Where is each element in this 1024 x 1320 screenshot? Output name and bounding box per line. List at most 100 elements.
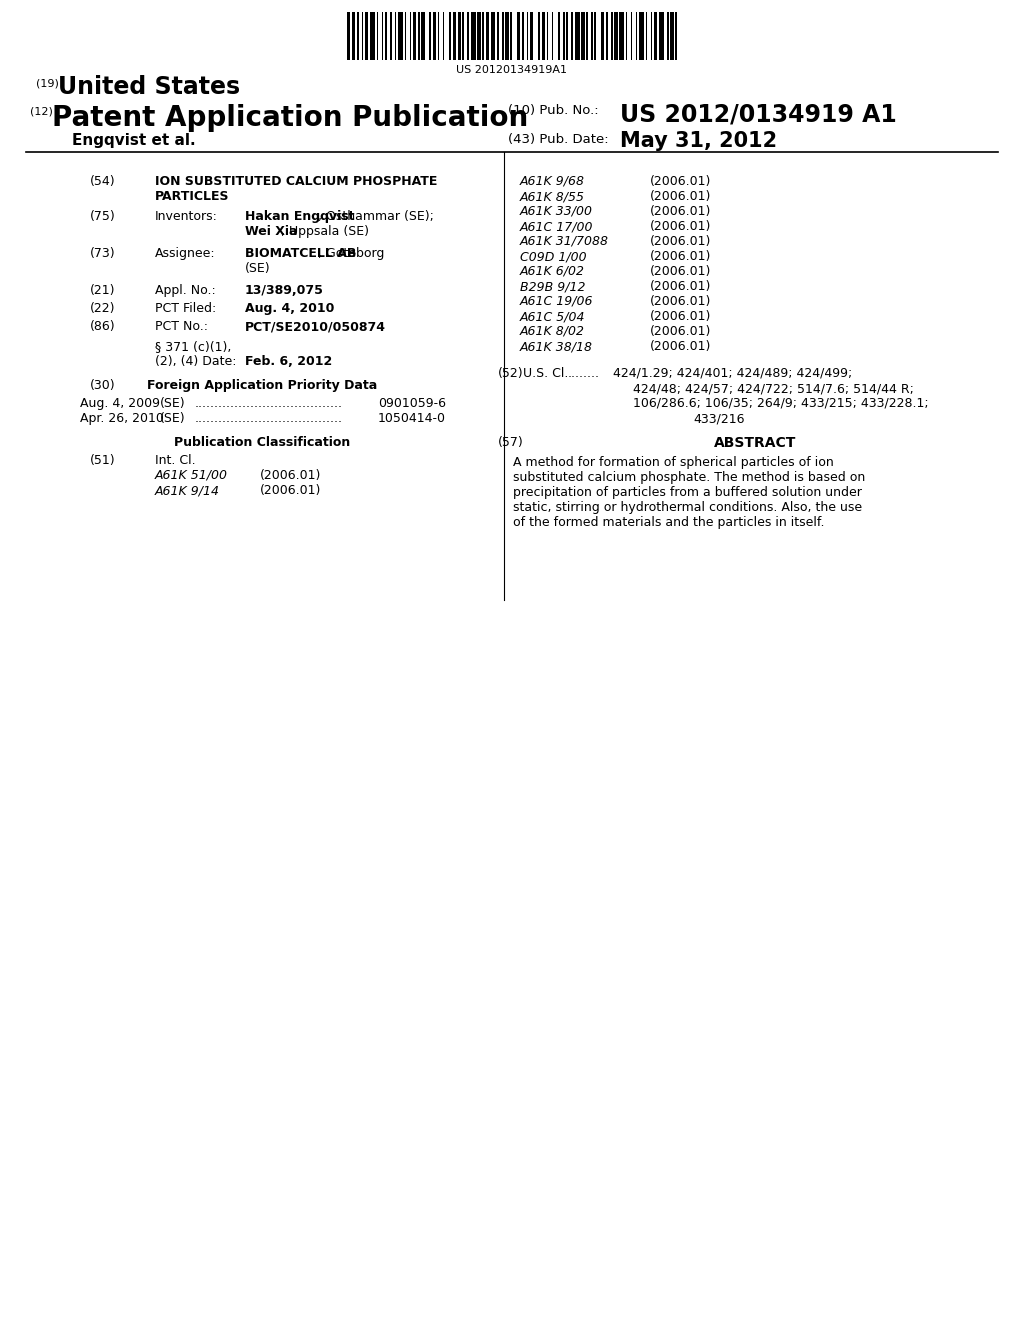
Text: (2), (4) Date:: (2), (4) Date: <box>155 355 237 368</box>
Text: US 2012/0134919 A1: US 2012/0134919 A1 <box>620 102 897 125</box>
Bar <box>437 12 439 59</box>
Bar <box>591 12 593 59</box>
Text: Assignee:: Assignee: <box>155 247 216 260</box>
Bar <box>429 12 431 59</box>
Text: , Goteborg: , Goteborg <box>317 247 384 260</box>
Bar <box>471 12 476 59</box>
Bar <box>442 12 444 59</box>
Bar <box>390 12 391 59</box>
Bar <box>352 12 355 59</box>
Text: ABSTRACT: ABSTRACT <box>714 436 797 450</box>
Text: U.S. Cl.: U.S. Cl. <box>523 367 568 380</box>
Bar <box>382 12 383 59</box>
Text: (57): (57) <box>498 436 523 449</box>
Bar <box>517 12 520 59</box>
Bar <box>658 12 664 59</box>
Text: (2006.01): (2006.01) <box>260 484 322 498</box>
Text: (51): (51) <box>90 454 116 467</box>
Text: (2006.01): (2006.01) <box>650 235 712 248</box>
Text: A61K 31/7088: A61K 31/7088 <box>520 235 609 248</box>
Text: (30): (30) <box>90 379 116 392</box>
Text: substituted calcium phosphate. The method is based on: substituted calcium phosphate. The metho… <box>513 471 865 484</box>
Text: 106/286.6; 106/35; 264/9; 433/215; 433/228.1;: 106/286.6; 106/35; 264/9; 433/215; 433/2… <box>633 397 929 411</box>
Text: (22): (22) <box>90 302 116 315</box>
Text: PCT No.:: PCT No.: <box>155 319 208 333</box>
Text: (21): (21) <box>90 284 116 297</box>
Bar <box>450 12 451 59</box>
Text: .....................................: ..................................... <box>195 412 343 425</box>
Bar <box>510 12 512 59</box>
Text: BIOMATCELL AB: BIOMATCELL AB <box>245 247 356 260</box>
Text: (SE): (SE) <box>245 261 270 275</box>
Text: (86): (86) <box>90 319 116 333</box>
Text: (2006.01): (2006.01) <box>650 310 712 323</box>
Bar <box>485 12 488 59</box>
Text: Patent Application Publication: Patent Application Publication <box>52 104 528 132</box>
Bar <box>433 12 436 59</box>
Bar <box>377 12 378 59</box>
Text: Inventors:: Inventors: <box>155 210 218 223</box>
Text: A61K 6/02: A61K 6/02 <box>520 265 585 279</box>
Bar <box>574 12 580 59</box>
Bar <box>571 12 573 59</box>
Text: (2006.01): (2006.01) <box>650 190 712 203</box>
Bar <box>566 12 568 59</box>
Text: .....................................: ..................................... <box>195 397 343 411</box>
Bar <box>477 12 480 59</box>
Bar <box>558 12 560 59</box>
Bar <box>347 12 350 59</box>
Text: Aug. 4, 2009: Aug. 4, 2009 <box>80 397 160 411</box>
Text: (43) Pub. Date:: (43) Pub. Date: <box>508 133 608 147</box>
Bar <box>542 12 545 59</box>
Text: Aug. 4, 2010: Aug. 4, 2010 <box>245 302 335 315</box>
Text: (2006.01): (2006.01) <box>650 205 712 218</box>
Text: A61C 19/06: A61C 19/06 <box>520 294 594 308</box>
Text: (2006.01): (2006.01) <box>650 220 712 234</box>
Bar <box>453 12 456 59</box>
Text: , Uppsala (SE): , Uppsala (SE) <box>282 224 370 238</box>
Text: A61K 8/55: A61K 8/55 <box>520 190 585 203</box>
Text: A61K 33/00: A61K 33/00 <box>520 205 593 218</box>
Bar <box>506 12 509 59</box>
Bar <box>410 12 412 59</box>
Text: (2006.01): (2006.01) <box>650 341 712 352</box>
Text: 424/1.29; 424/401; 424/489; 424/499;: 424/1.29; 424/401; 424/489; 424/499; <box>613 367 852 380</box>
Bar <box>530 12 534 59</box>
Bar <box>413 12 417 59</box>
Text: Int. Cl.: Int. Cl. <box>155 454 196 467</box>
Bar <box>587 12 588 59</box>
Text: static, stirring or hydrothermal conditions. Also, the use: static, stirring or hydrothermal conditi… <box>513 502 862 513</box>
Bar <box>497 12 499 59</box>
Bar <box>636 12 637 59</box>
Bar <box>654 12 657 59</box>
Text: A61K 38/18: A61K 38/18 <box>520 341 593 352</box>
Bar <box>539 12 540 59</box>
Text: (SE): (SE) <box>160 397 185 411</box>
Text: B29B 9/12: B29B 9/12 <box>520 280 586 293</box>
Bar <box>467 12 469 59</box>
Text: (2006.01): (2006.01) <box>650 176 712 187</box>
Bar <box>385 12 387 59</box>
Bar <box>667 12 669 59</box>
Text: A method for formation of spherical particles of ion: A method for formation of spherical part… <box>513 455 834 469</box>
Bar <box>547 12 548 59</box>
Text: Appl. No.:: Appl. No.: <box>155 284 216 297</box>
Text: C09D 1/00: C09D 1/00 <box>520 249 587 263</box>
Text: A61K 51/00: A61K 51/00 <box>155 469 228 482</box>
Bar <box>601 12 604 59</box>
Text: (10) Pub. No.:: (10) Pub. No.: <box>508 104 599 117</box>
Bar <box>458 12 461 59</box>
Bar <box>366 12 369 59</box>
Text: A61K 8/02: A61K 8/02 <box>520 325 585 338</box>
Bar <box>671 12 674 59</box>
Bar <box>418 12 420 59</box>
Bar <box>620 12 625 59</box>
Bar <box>398 12 403 59</box>
Bar <box>552 12 553 59</box>
Bar <box>395 12 396 59</box>
Bar <box>490 12 496 59</box>
Bar <box>650 12 652 59</box>
Text: (54): (54) <box>90 176 116 187</box>
Text: (19): (19) <box>36 78 58 88</box>
Bar <box>563 12 565 59</box>
